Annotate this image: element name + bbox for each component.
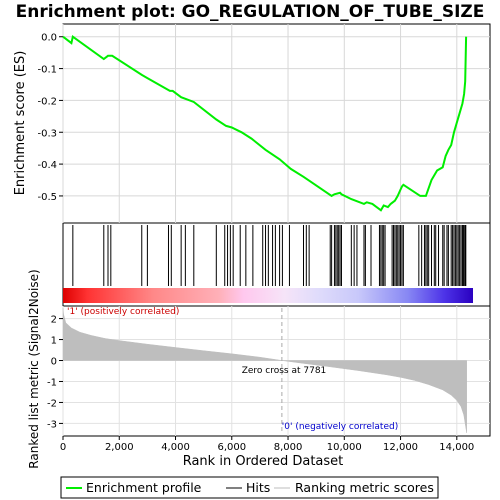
zero-cross-label: Zero cross at 7781 xyxy=(242,366,327,376)
negative-correlation-label: '0' (negatively correlated) xyxy=(282,422,398,432)
rank-y-tick-label: 0 xyxy=(51,357,57,368)
es-y-axis-label: Enrichment score (ES) xyxy=(13,51,28,196)
es-y-tick-label: -0.2 xyxy=(37,96,57,107)
rank-y-tick-label: -3 xyxy=(47,419,57,430)
x-tick-label: 8,000 xyxy=(274,442,303,453)
x-tick-label: 4,000 xyxy=(161,442,190,453)
rank-color-bar xyxy=(63,288,473,303)
es-y-tick-label: -0.3 xyxy=(37,128,57,139)
x-axis-label: Rank in Ordered Dataset xyxy=(183,454,344,469)
es-y-ticks: 0.0 -0.1 -0.2 -0.3 -0.4 -0.5 xyxy=(37,33,63,203)
ranking-metric-area xyxy=(62,308,467,433)
x-tick-label: 14,000 xyxy=(439,442,474,453)
x-tick-label: 10,000 xyxy=(327,442,362,453)
es-y-tick-label: 0.0 xyxy=(41,33,57,44)
legend-label-hits: Hits xyxy=(246,480,270,495)
rank-y-axis-label: Ranked list metric (Signal2Noise) xyxy=(27,269,41,468)
es-y-tick-label: -0.1 xyxy=(37,65,57,76)
rank-y-ticks: 2 1 0 -1 -2 -3 xyxy=(47,315,63,430)
x-tick-label: 0 xyxy=(60,442,66,453)
x-axis-ticks: 0 2,000 4,000 6,000 8,000 10,000 12,000 14,000 xyxy=(60,436,474,453)
rank-y-tick-label: 2 xyxy=(51,315,57,326)
hits-lines xyxy=(72,225,467,286)
chart-title: Enrichment plot: GO_REGULATION_OF_TUBE_S… xyxy=(16,2,485,22)
enrichment-profile-line xyxy=(62,34,468,212)
x-tick-label: 2,000 xyxy=(105,442,134,453)
x-tick-label: 6,000 xyxy=(217,442,246,453)
legend-label-ranking: Ranking metric scores xyxy=(295,480,434,495)
rank-y-tick-label: -2 xyxy=(47,398,57,409)
rank-y-tick-label: 1 xyxy=(51,336,57,347)
es-y-tick-label: -0.5 xyxy=(37,192,57,203)
es-y-tick-label: -0.4 xyxy=(37,160,57,171)
rank-y-tick-label: -1 xyxy=(47,377,57,388)
legend-box xyxy=(60,476,439,499)
x-tick-label: 12,000 xyxy=(383,442,418,453)
legend-label-enrichment: Enrichment profile xyxy=(86,480,202,495)
positive-correlation-label: '1' (positively correlated) xyxy=(67,307,179,317)
